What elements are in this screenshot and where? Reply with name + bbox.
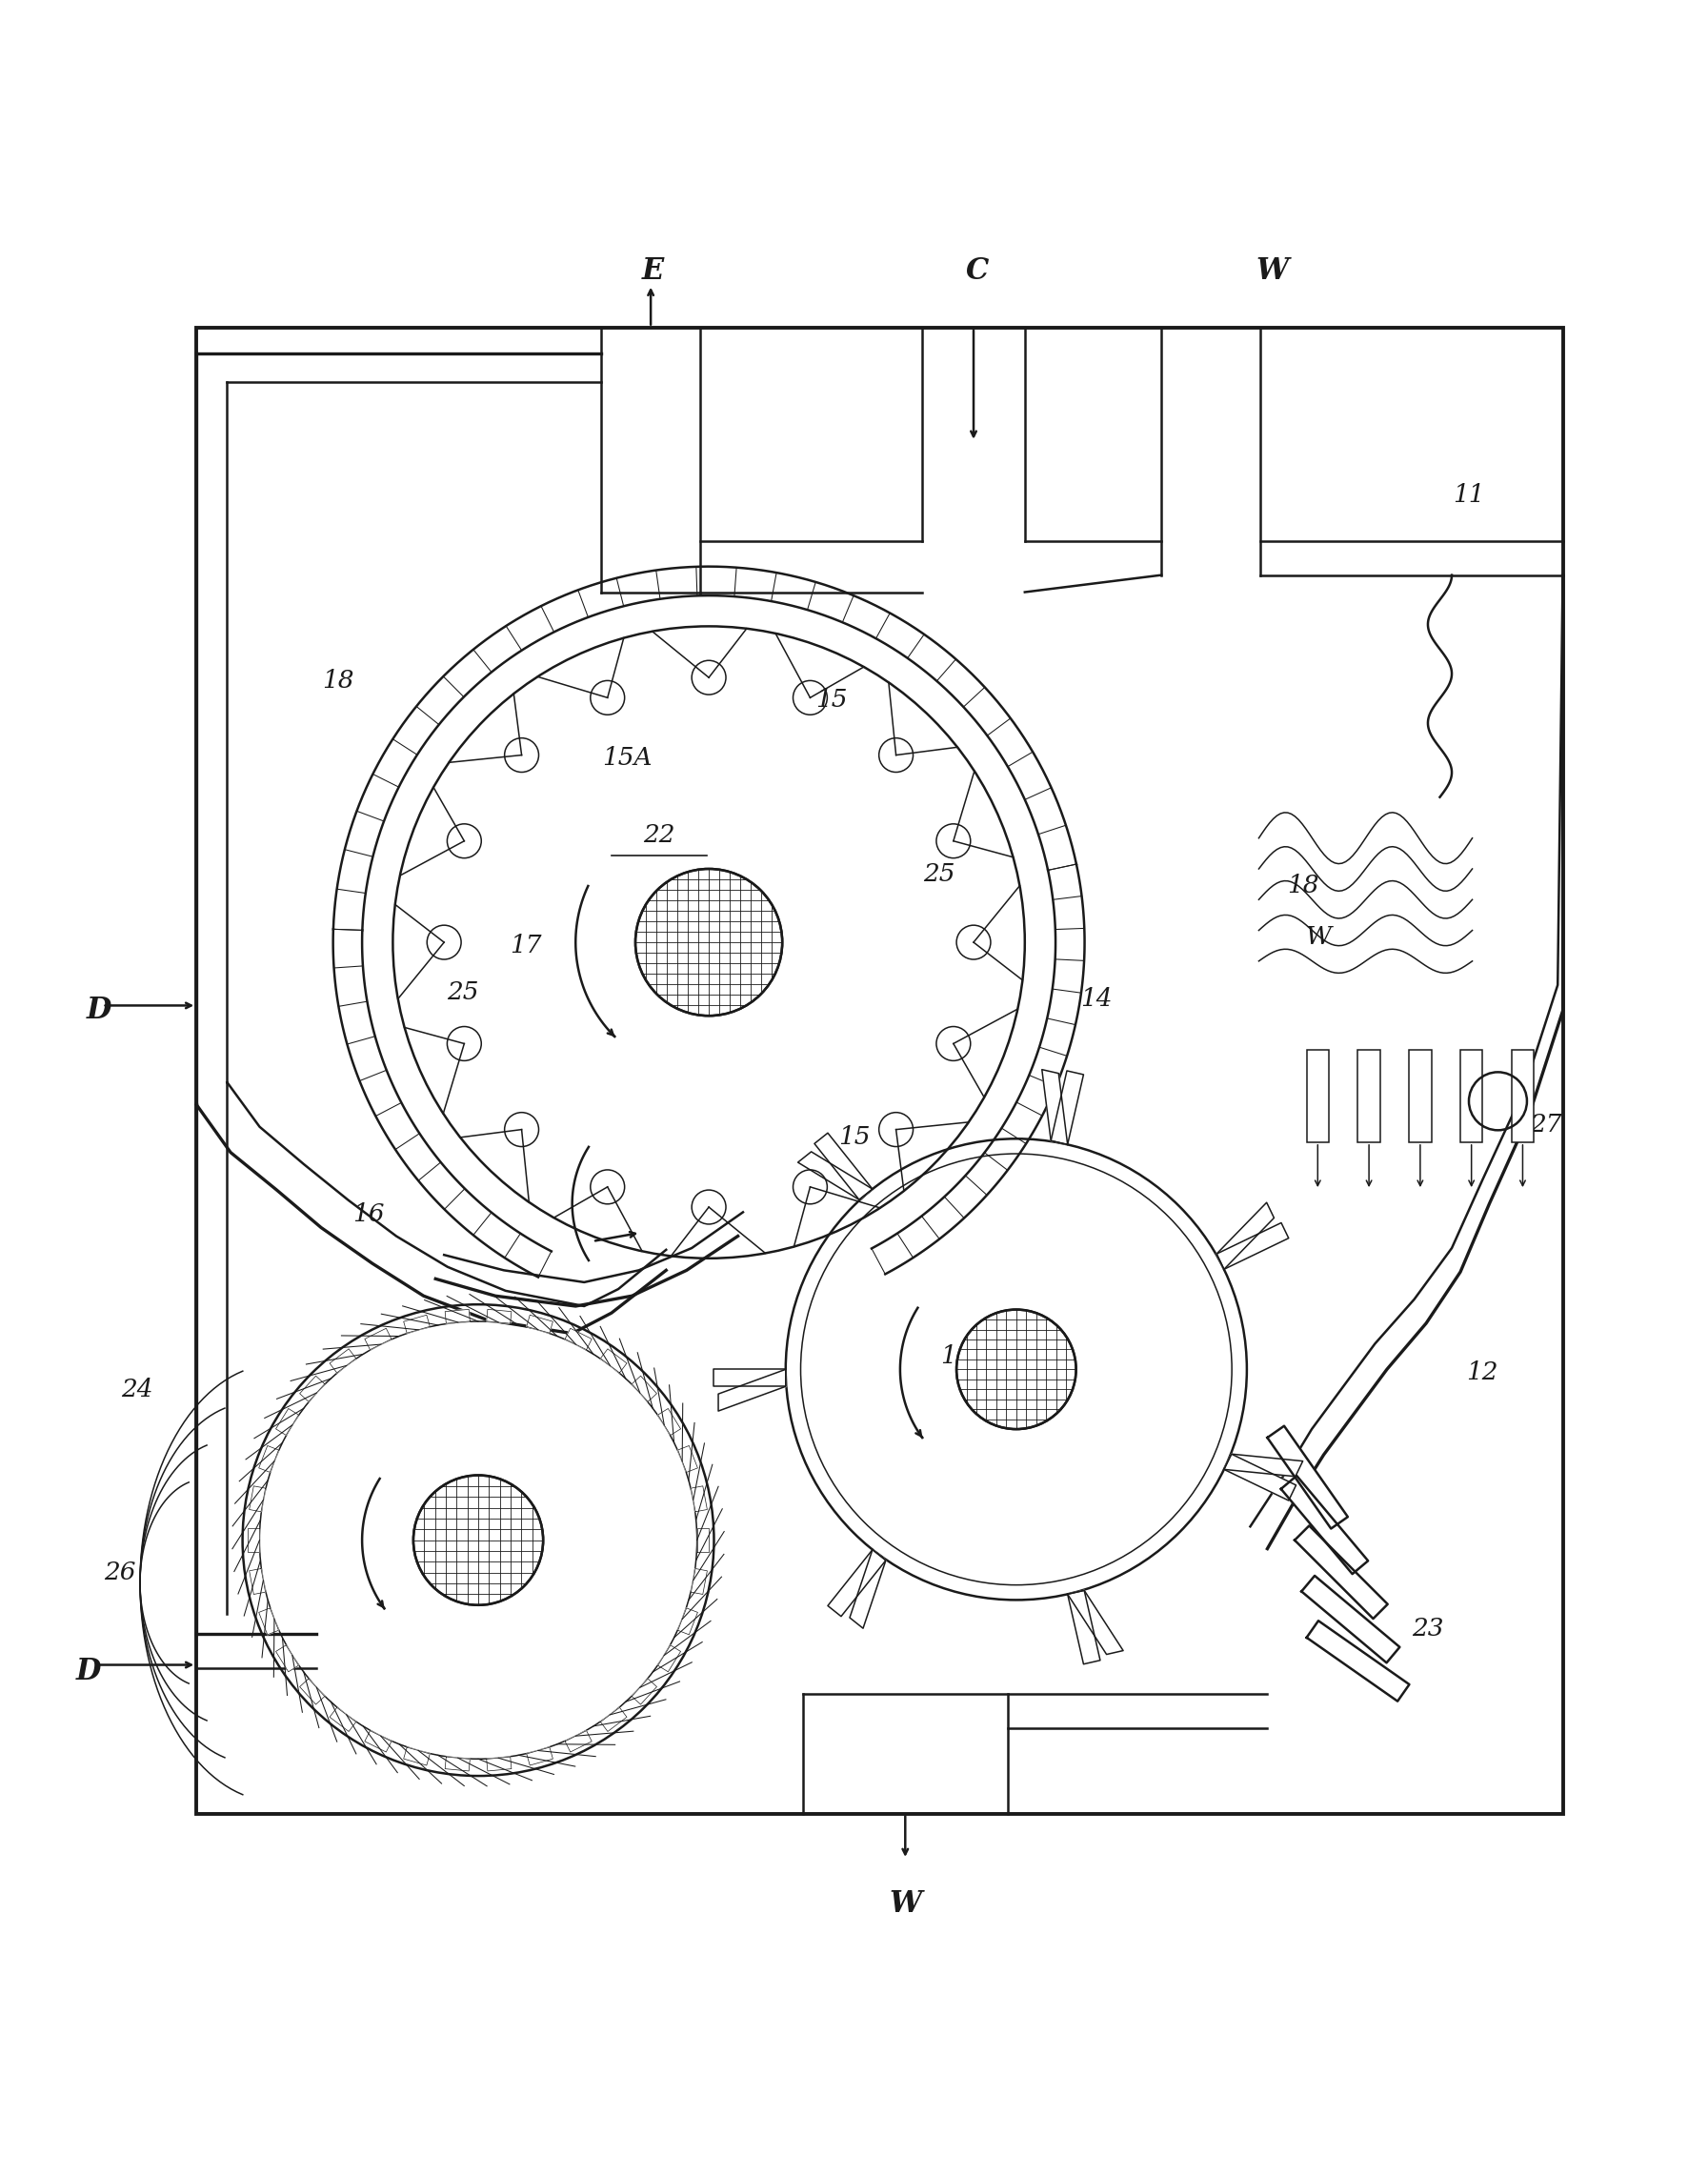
Polygon shape	[658, 1644, 681, 1673]
Text: 23: 23	[1413, 1616, 1443, 1640]
Polygon shape	[658, 1409, 681, 1436]
Text: 25: 25	[447, 981, 478, 1003]
Circle shape	[413, 1475, 543, 1605]
Text: D: D	[87, 996, 111, 1024]
Polygon shape	[849, 1549, 886, 1629]
Polygon shape	[299, 1679, 325, 1705]
Polygon shape	[632, 1679, 658, 1705]
Polygon shape	[526, 1316, 553, 1333]
Text: 13: 13	[941, 1344, 972, 1368]
Polygon shape	[1225, 1455, 1303, 1477]
Text: C: C	[965, 257, 989, 285]
Polygon shape	[1281, 1477, 1368, 1575]
Polygon shape	[330, 1707, 355, 1731]
Polygon shape	[632, 1377, 658, 1401]
Polygon shape	[697, 1529, 709, 1553]
Polygon shape	[1068, 1590, 1124, 1655]
Polygon shape	[719, 1370, 786, 1412]
Polygon shape	[299, 1377, 325, 1401]
Circle shape	[956, 1309, 1076, 1429]
Polygon shape	[526, 1747, 553, 1766]
Polygon shape	[1050, 1070, 1083, 1144]
Polygon shape	[828, 1549, 886, 1616]
Polygon shape	[601, 1348, 627, 1372]
Text: 15A: 15A	[601, 746, 652, 770]
Text: 14: 14	[1081, 987, 1112, 1011]
Polygon shape	[446, 1309, 470, 1322]
Polygon shape	[403, 1316, 430, 1333]
Polygon shape	[487, 1757, 511, 1770]
Text: 12: 12	[1467, 1362, 1498, 1385]
Text: 26: 26	[104, 1562, 135, 1586]
Polygon shape	[601, 1707, 627, 1731]
Text: 17: 17	[511, 933, 541, 957]
Polygon shape	[1295, 1525, 1387, 1618]
Polygon shape	[403, 1747, 430, 1766]
Polygon shape	[366, 1731, 391, 1753]
Text: 22: 22	[644, 822, 675, 846]
Polygon shape	[248, 1529, 260, 1553]
Polygon shape	[678, 1446, 697, 1472]
Text: 16: 16	[354, 1203, 384, 1227]
Text: W: W	[888, 1890, 922, 1918]
Polygon shape	[714, 1370, 786, 1385]
Polygon shape	[1216, 1222, 1288, 1270]
Polygon shape	[275, 1644, 299, 1673]
Polygon shape	[366, 1329, 391, 1351]
Text: 27: 27	[1530, 1114, 1561, 1138]
Polygon shape	[1225, 1455, 1296, 1501]
Polygon shape	[1267, 1427, 1348, 1529]
Polygon shape	[330, 1348, 355, 1372]
Polygon shape	[249, 1486, 265, 1512]
Bar	[1460, 1051, 1483, 1142]
Polygon shape	[565, 1329, 591, 1351]
Text: 18: 18	[323, 670, 354, 694]
Polygon shape	[1042, 1070, 1068, 1144]
Circle shape	[635, 868, 782, 1016]
Text: W: W	[1255, 257, 1290, 285]
Text: 15: 15	[816, 687, 847, 711]
Text: 24: 24	[121, 1379, 152, 1401]
Polygon shape	[692, 1486, 707, 1512]
Polygon shape	[1216, 1203, 1274, 1270]
Bar	[196, 328, 1563, 1814]
Bar	[1358, 1051, 1380, 1142]
Polygon shape	[692, 1568, 707, 1594]
Polygon shape	[260, 1446, 278, 1472]
Text: 18: 18	[1288, 874, 1319, 898]
Polygon shape	[275, 1409, 299, 1436]
Text: D: D	[77, 1657, 101, 1686]
Polygon shape	[1301, 1575, 1401, 1662]
Polygon shape	[260, 1607, 278, 1636]
Polygon shape	[446, 1757, 470, 1770]
Polygon shape	[565, 1731, 591, 1753]
Text: 15: 15	[839, 1124, 869, 1148]
Polygon shape	[249, 1568, 265, 1594]
Polygon shape	[1307, 1620, 1409, 1701]
Polygon shape	[815, 1133, 873, 1201]
Bar	[1409, 1051, 1431, 1142]
Bar	[1512, 1051, 1534, 1142]
Polygon shape	[487, 1309, 511, 1322]
Bar	[1307, 1051, 1329, 1142]
Polygon shape	[678, 1607, 697, 1636]
Text: 25: 25	[924, 861, 955, 885]
Polygon shape	[798, 1153, 873, 1201]
Text: 11: 11	[1454, 483, 1484, 507]
Text: W: W	[1305, 924, 1332, 948]
Text: E: E	[642, 257, 663, 285]
Polygon shape	[1068, 1590, 1100, 1664]
